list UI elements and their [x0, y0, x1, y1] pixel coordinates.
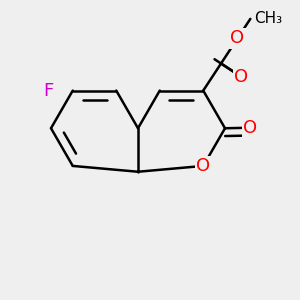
- Text: CH₃: CH₃: [254, 11, 282, 26]
- Text: F: F: [44, 82, 54, 100]
- Text: O: O: [243, 119, 257, 137]
- Text: O: O: [196, 157, 210, 175]
- Text: O: O: [234, 68, 248, 86]
- Text: O: O: [230, 29, 244, 47]
